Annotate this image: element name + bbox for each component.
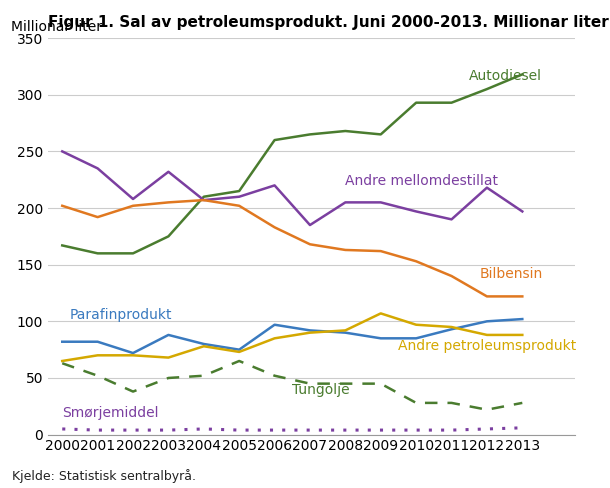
Text: Bilbensin: Bilbensin <box>480 266 543 281</box>
Text: Figur 1. Sal av petroleumsprodukt. Juni 2000-2013. Millionar liter: Figur 1. Sal av petroleumsprodukt. Juni … <box>48 15 609 30</box>
Text: Autodiesel: Autodiesel <box>469 69 542 83</box>
Text: Millionar liter: Millionar liter <box>11 20 102 34</box>
Text: Andre mellomdestillat: Andre mellomdestillat <box>345 174 498 188</box>
Text: Parafinprodukt: Parafinprodukt <box>70 308 172 323</box>
Text: Kjelde: Statistisk sentralbyrå.: Kjelde: Statistisk sentralbyrå. <box>12 469 196 483</box>
Text: Andre petroleumsprodukt: Andre petroleumsprodukt <box>398 339 576 353</box>
Text: Tungolje: Tungolje <box>292 383 350 397</box>
Text: Smørjemiddel: Smørjemiddel <box>62 406 159 420</box>
